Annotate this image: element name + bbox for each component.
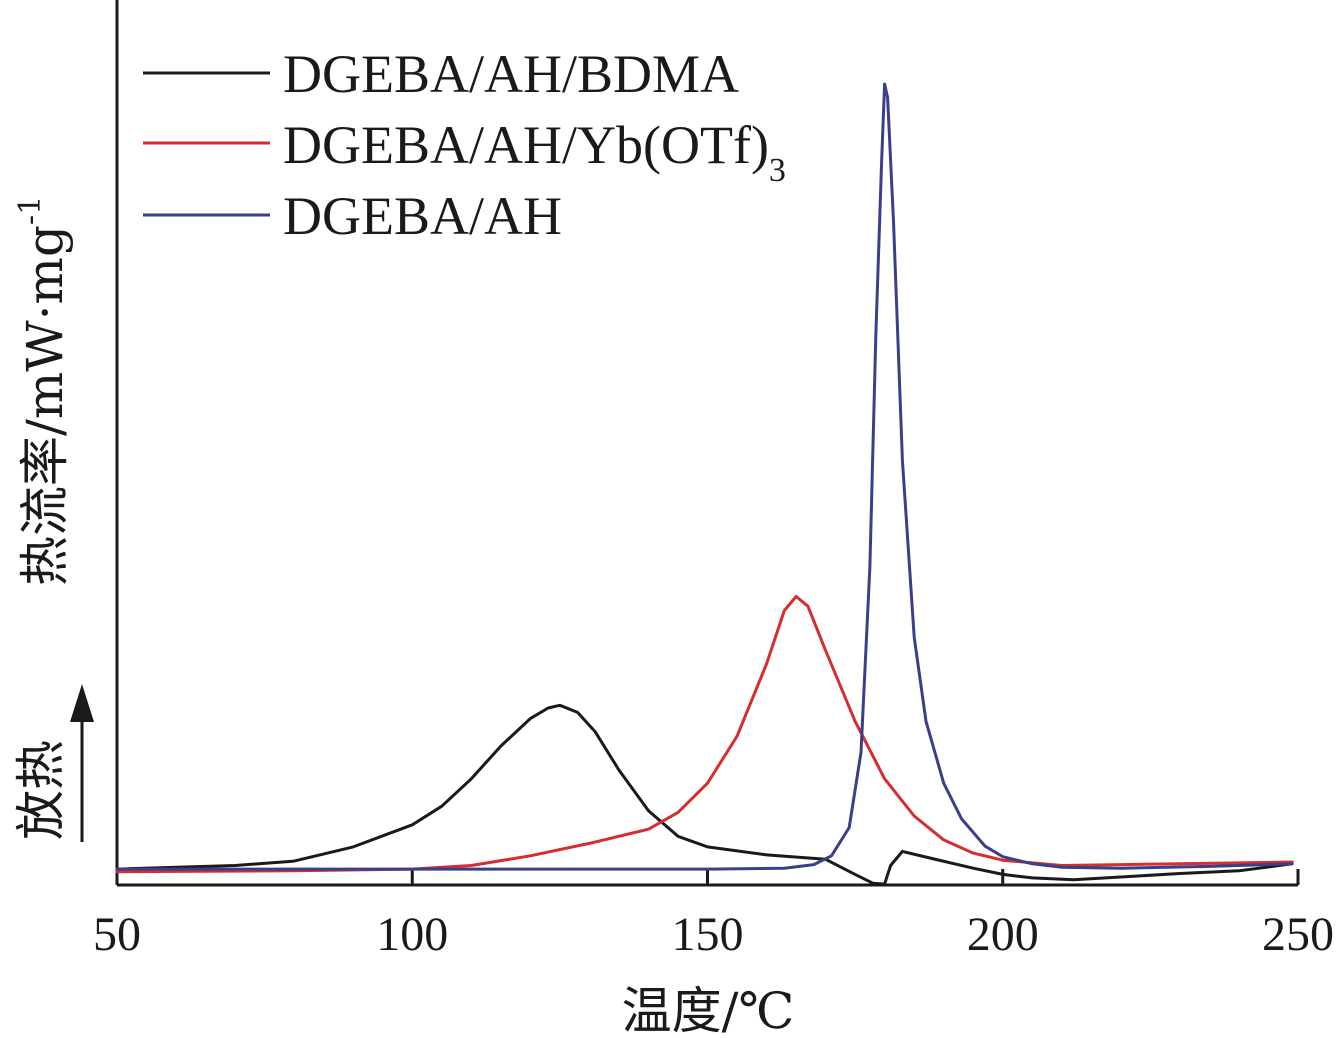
curve-bdma (115, 703, 1294, 886)
legend: DGEBA/AH/BDMA DGEBA/AH/Yb(OTf)3 DGEBA/AH (143, 44, 786, 246)
x-axis-ticks: 50 100 150 200 250 (93, 869, 1334, 961)
exotherm-label: 放热 (12, 740, 70, 840)
x-axis-title: 温度/℃ (622, 982, 795, 1038)
curve-ah (115, 82, 1294, 871)
x-tick-label-50: 50 (93, 908, 141, 961)
exotherm-arrow-icon (70, 684, 94, 722)
x-tick-label-150: 150 (672, 908, 744, 961)
y-axis-title: 热流率/mW·mg-1 (13, 196, 74, 586)
legend-label-ah: DGEBA/AH (283, 186, 562, 246)
x-tick-label-250: 250 (1262, 908, 1334, 961)
legend-label-bdma: DGEBA/AH/BDMA (283, 44, 739, 104)
exotherm-indicator: 放热 (12, 684, 94, 842)
curve-yb-otf3 (115, 595, 1294, 874)
legend-label-yb-otf3: DGEBA/AH/Yb(OTf)3 (283, 115, 786, 189)
x-tick-label-200: 200 (967, 908, 1039, 961)
plot-area (115, 82, 1294, 886)
x-tick-label-100: 100 (376, 908, 448, 961)
